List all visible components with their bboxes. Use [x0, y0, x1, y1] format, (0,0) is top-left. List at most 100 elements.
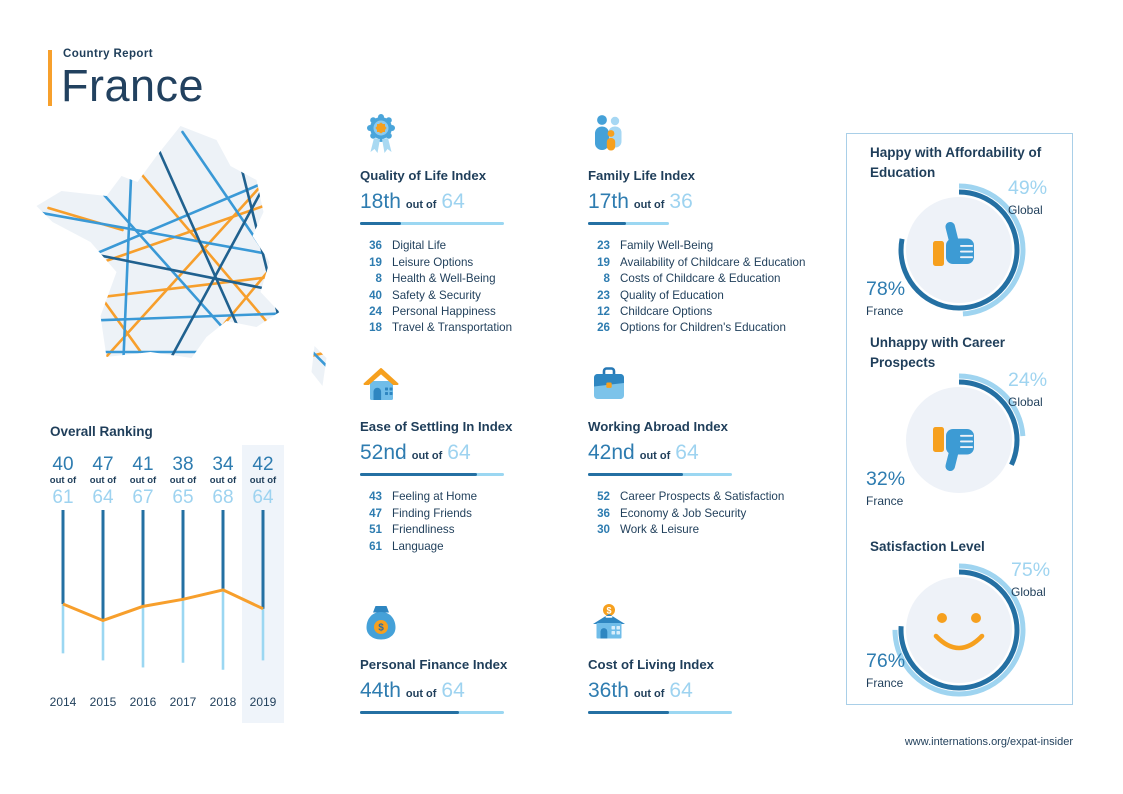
rank-progress-bar: [588, 711, 732, 715]
total-value: 64: [669, 679, 693, 702]
rank-number: 41: [132, 454, 153, 475]
global-arc: [892, 373, 1026, 507]
total-number: 68: [212, 487, 233, 508]
france-arc: [898, 379, 1020, 501]
donut-chart: [892, 563, 1026, 697]
donut-chart: [892, 183, 1026, 317]
subcategory-row: 12 Childcare Options: [597, 305, 713, 319]
global-value: 49% Global: [1008, 177, 1080, 217]
coin-house-icon: $: [588, 602, 630, 646]
money-bag-icon: $: [360, 602, 402, 646]
total-value: 64: [441, 190, 465, 213]
thumbs-up-icon: [933, 221, 974, 266]
subcategory-row: 19 Availability of Childcare & Education: [597, 255, 806, 269]
section-personal-finance: $ Personal Finance Index 44th out of 64: [360, 602, 588, 727]
section-family-life: Family Life Index 17th out of 36 23 Famil…: [588, 113, 816, 337]
global-value: 24% Global: [1008, 369, 1080, 409]
france-label: France: [866, 304, 904, 318]
rank-progress-fill: [588, 222, 627, 226]
global-percent: 24%: [1008, 369, 1048, 391]
global-value: 75% Global: [1011, 559, 1083, 599]
france-label: France: [866, 494, 904, 508]
subcategory-row: 30 Work & Leisure: [597, 523, 700, 537]
global-arc: [892, 563, 1026, 697]
overall-ranking-chart: 40 out of 61 2014 47 out of 64 2015 41 out of 67 20…: [37, 443, 289, 738]
subcategory-row: 18 Travel & Transportation: [369, 321, 513, 335]
subcategory-row: 26 Options for Children's Education: [597, 321, 786, 335]
smiley-icon: [933, 613, 985, 651]
out-of-label: out of: [633, 199, 665, 211]
rank-value: 18th: [360, 190, 401, 213]
subcategory-row: 61 Language: [369, 539, 444, 553]
section-ease-of-settling-in: Ease of Settling In Index 52nd out of 64…: [360, 364, 588, 555]
website-url[interactable]: www.internations.org/expat-insider: [904, 736, 1073, 748]
france-percent: 76%: [866, 650, 906, 672]
accent-bar: [48, 50, 52, 106]
france-label: France: [866, 676, 904, 690]
subcategory-row: 51 Friendliness: [369, 523, 455, 537]
section-quality-of-life: Quality of Life Index 18th out of 64 36 D…: [360, 113, 588, 337]
rank-progress-bar: [360, 711, 504, 715]
subcategory-row: 52 Career Prospects & Satisfaction: [597, 490, 785, 504]
rank-progress-bar: [588, 473, 732, 477]
france-map: [28, 120, 343, 410]
subcategory-list: 36 Digital Life 19 Leisure Options 8 Health &…: [360, 238, 588, 336]
subcategory-row: 24 Personal Happiness: [369, 305, 496, 319]
out-of-label: out of: [411, 450, 443, 462]
out-of-label: out of: [250, 475, 277, 486]
rank-progress-fill: [588, 711, 669, 715]
global-label: Global: [1011, 585, 1046, 599]
out-of-label: out of: [170, 475, 197, 486]
subcategory-row: 43 Feeling at Home: [369, 490, 478, 504]
rank-progress-fill: [360, 473, 477, 477]
subcategory-row: 36 Economy & Job Security: [597, 506, 747, 520]
year-label: 2016: [130, 695, 157, 709]
index-rank: 18th out of 64: [360, 190, 588, 214]
subcategory-list: 52 Career Prospects & Satisfaction 36 Econo…: [588, 489, 816, 538]
out-of-label: out of: [210, 475, 237, 486]
index-rank: 42nd out of 64: [588, 441, 816, 465]
total-number: 64: [92, 487, 114, 508]
svg-text:$: $: [606, 605, 611, 615]
rank-value: 44th: [360, 679, 401, 702]
france-value: 76% France: [866, 650, 938, 690]
global-label: Global: [1008, 203, 1043, 217]
rank-trend-line: [62, 588, 264, 622]
subcategory-row: 23 Quality of Education: [597, 288, 724, 302]
rank-value: 36th: [588, 679, 629, 702]
france-arc: [898, 569, 1020, 691]
subcategory-row: 23 Family Well-Being: [597, 239, 714, 253]
rank-progress-bar: [588, 222, 669, 226]
index-title: Personal Finance Index: [360, 657, 508, 672]
year-label: 2017: [170, 695, 197, 709]
rank-number: 40: [52, 454, 73, 475]
rank-value: 17th: [588, 190, 629, 213]
france-value: 78% France: [866, 278, 938, 318]
subcategory-row: 8 Health & Well-Being: [375, 272, 496, 286]
total-value: 64: [447, 441, 471, 464]
france-value: 32% France: [866, 468, 938, 508]
out-of-label: out of: [633, 688, 665, 700]
index-rank: 17th out of 36: [588, 190, 816, 214]
section-cost-of-living: $ Cost of Living Index 36th out of 64: [588, 602, 816, 727]
donut-title: Unhappy with Career Prospects: [870, 335, 1006, 370]
year-label: 2018: [210, 695, 237, 709]
index-rank: 36th out of 64: [588, 679, 816, 703]
rank-progress-bar: [360, 473, 504, 477]
rank-progress-fill: [360, 222, 401, 226]
total-number: 67: [132, 487, 153, 508]
rank-number: 42: [252, 454, 273, 475]
out-of-label: out of: [639, 450, 671, 462]
donut-title: Happy with Affordability of Education: [870, 145, 1042, 180]
out-of-label: out of: [405, 199, 437, 211]
rank-value: 52nd: [360, 441, 407, 464]
total-number: 65: [172, 487, 193, 508]
page-title: France: [61, 60, 205, 111]
total-value: 64: [675, 441, 699, 464]
survey-results-panel: [846, 133, 1073, 705]
total-value: 64: [441, 679, 465, 702]
rank-progress-fill: [588, 473, 683, 477]
subcategory-row: 19 Leisure Options: [369, 255, 474, 269]
rank-number: 38: [172, 454, 193, 475]
